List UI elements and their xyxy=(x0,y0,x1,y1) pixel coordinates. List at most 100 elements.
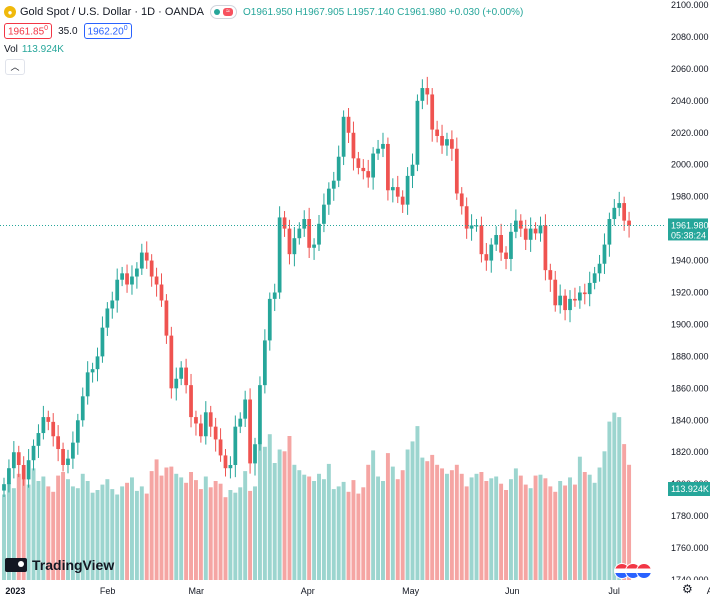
price-tick-label: 1840.000 xyxy=(671,415,709,425)
candle-body xyxy=(110,300,115,309)
price-tick-label: 1860.000 xyxy=(671,383,709,393)
symbol-title[interactable]: Gold Spot / U.S. Dollar · 1D · OANDA xyxy=(20,6,204,18)
volume-bar xyxy=(233,492,238,580)
candle-body xyxy=(71,442,75,459)
time-tick-label: 2023 xyxy=(5,586,25,596)
candle-body xyxy=(75,420,80,443)
candle-body xyxy=(203,412,208,437)
volume-bar xyxy=(597,467,602,580)
price-tick-label: 2080.000 xyxy=(671,32,709,42)
volume-bar xyxy=(376,476,381,580)
sell-price: 1961.85 xyxy=(8,26,45,38)
collapse-legend-button[interactable]: ︿ xyxy=(5,59,25,75)
candle-body xyxy=(277,217,282,293)
buy-price-sup: 0 xyxy=(123,25,128,32)
us-flag-icon xyxy=(636,563,652,579)
volume-bar xyxy=(282,451,287,580)
candle-body xyxy=(218,439,223,456)
volume-bar xyxy=(454,464,459,580)
candle-body xyxy=(292,238,297,255)
ohlc-open: O1961.950 xyxy=(243,6,293,18)
candle-body xyxy=(287,228,292,255)
volume-bar xyxy=(523,484,528,580)
volume-bar xyxy=(612,412,617,580)
candle-body xyxy=(144,252,149,261)
candle-body xyxy=(322,204,326,224)
volume-bar xyxy=(415,426,420,580)
volume-bar xyxy=(238,487,243,580)
candle-body xyxy=(213,426,218,440)
candle-body xyxy=(21,465,26,480)
candle-body xyxy=(139,252,144,269)
volume-bar xyxy=(228,490,233,580)
volume-bar xyxy=(169,466,174,580)
price-axis-bg xyxy=(665,0,710,600)
volume-bar xyxy=(302,474,307,580)
volume-bar xyxy=(331,489,336,580)
candle-body xyxy=(85,372,90,397)
candle-body xyxy=(533,228,538,234)
candle-body xyxy=(26,460,31,480)
time-axis[interactable]: 2023 Feb Mar Apr May Jun Jul Aug xyxy=(0,580,710,600)
candle-body xyxy=(420,88,425,101)
market-status-toggle[interactable]: ≈ xyxy=(210,5,237,19)
tradingview-logo[interactable]: TradingView xyxy=(5,557,114,573)
last-price-label: 1961.980 05:38:24 xyxy=(668,218,709,241)
volume-bar xyxy=(100,484,105,580)
volume-bar xyxy=(95,490,100,580)
volume-bar xyxy=(336,486,341,580)
volume-bar xyxy=(440,468,445,580)
volume-bar xyxy=(469,477,474,580)
candle-body xyxy=(381,143,385,149)
tradingview-mark-icon xyxy=(5,558,27,572)
volume-bar xyxy=(321,479,326,580)
economic-events[interactable] xyxy=(614,563,652,579)
candlesticks xyxy=(2,76,631,497)
candle-body xyxy=(499,235,503,253)
candle-body xyxy=(184,367,188,386)
volume-bar xyxy=(395,479,400,580)
volume-bar xyxy=(85,481,90,580)
candle-body xyxy=(41,417,46,434)
volume-bar xyxy=(317,473,321,580)
volume-bar xyxy=(292,464,297,580)
candle-body xyxy=(120,273,124,280)
volume-bar xyxy=(223,497,228,580)
volume-bar xyxy=(218,483,223,580)
volume-bar xyxy=(125,482,130,580)
price-tick-label: 1900.000 xyxy=(671,319,709,329)
candle-body xyxy=(538,225,543,234)
volume-bar xyxy=(139,486,144,580)
candle-body xyxy=(450,139,454,149)
volume-bar xyxy=(405,449,410,580)
candle-body xyxy=(164,300,169,336)
volume-bar xyxy=(174,473,179,580)
volume-bar xyxy=(267,434,272,580)
candle-body xyxy=(400,196,405,205)
sell-button[interactable]: 1961.850 xyxy=(4,23,53,40)
last-price-box xyxy=(668,218,708,241)
volume-bar xyxy=(499,483,504,580)
buy-button[interactable]: 1962.200 xyxy=(83,23,132,40)
time-tick-label: Jun xyxy=(505,586,520,596)
time-tick-label: May xyxy=(402,586,420,596)
volume-bar xyxy=(31,468,36,580)
candle-body xyxy=(602,244,607,264)
volume-bar xyxy=(203,476,208,580)
price-tick-label: 1920.000 xyxy=(671,288,709,298)
volume-value-box xyxy=(668,482,710,496)
volume-bar xyxy=(159,475,164,580)
volume-bar xyxy=(381,481,385,580)
candle-body xyxy=(228,465,233,469)
price-axis[interactable]: 1740.0001760.0001780.0001800.0001820.000… xyxy=(665,0,710,600)
candle-body xyxy=(405,175,410,205)
volume-bar xyxy=(307,476,312,580)
volume-legend[interactable]: Vol 113.924K xyxy=(4,44,64,55)
candle-body xyxy=(573,298,577,301)
candle-body xyxy=(371,153,376,178)
candle-body xyxy=(189,385,193,418)
symbol-header: ● Gold Spot / U.S. Dollar · 1D · OANDA ≈… xyxy=(4,4,523,20)
gear-icon[interactable]: ⚙ xyxy=(682,582,693,596)
candle-body xyxy=(115,279,120,301)
